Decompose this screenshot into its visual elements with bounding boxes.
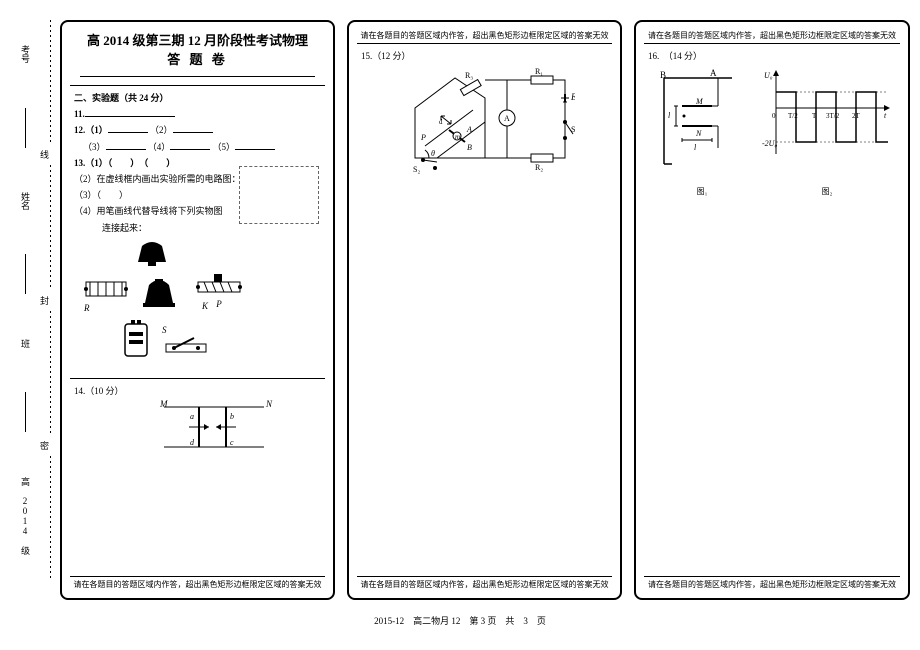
svg-text:U₀: U₀ <box>764 71 773 80</box>
column-2: 请在各题目的答题区域内作答，超出黑色矩形边框限定区域的答案无效 15.（12 分… <box>347 20 622 600</box>
meter-2-icon <box>139 275 179 309</box>
svg-text:P: P <box>420 133 426 142</box>
q16-fig2: U₀ -2U₀ t T/2 T 3T/2 2T 0 <box>762 68 892 200</box>
svg-text:2T: 2T <box>852 112 861 120</box>
warning-3a: 请在各题目的答题区域内作答，超出黑色矩形边框限定区域的答案无效 <box>644 30 900 44</box>
warning-2a: 请在各题目的答题区域内作答，超出黑色矩形边框限定区域的答案无效 <box>357 30 612 44</box>
page-footer: 2015-12 高二物月 12 第 3 页 共 3 页 <box>0 610 920 631</box>
class-label: 班 <box>19 337 32 350</box>
q16-heading: 16. （14 分） <box>648 48 896 64</box>
meter-1-icon <box>134 240 170 268</box>
rails-diagram-icon: M N a b d c <box>154 399 274 459</box>
svg-text:A: A <box>504 114 510 123</box>
q15-heading: 15.（12 分） <box>361 48 608 64</box>
svg-text:A: A <box>466 125 472 134</box>
section-ii-heading: 二、实验题（共 24 分） <box>74 90 321 106</box>
page-container: 高 2014 级第三期 12 月阶段性考试物理 答 题 卷 二、实验题（共 24… <box>0 0 920 610</box>
apparatus-figure: R P K S <box>84 240 321 370</box>
svg-text:R₂: R₂ <box>535 163 543 172</box>
svg-text:E: E <box>570 92 575 102</box>
title-rule <box>80 76 315 77</box>
svg-text:m: m <box>455 133 460 141</box>
warning-3b: 请在各题目的答题区域内作答，超出黑色矩形边框限定区域的答案无效 <box>644 576 900 590</box>
fig2-caption: 图₂ <box>762 185 892 199</box>
svg-text:A: A <box>710 68 717 78</box>
q15-circuit: R₁ E S₁ R₂ A <box>395 68 575 178</box>
svg-text:-2U₀: -2U₀ <box>762 139 777 148</box>
svg-text:N: N <box>265 399 273 409</box>
svg-text:0: 0 <box>772 112 776 120</box>
title-sub: 答 题 卷 <box>70 49 325 68</box>
circuit-diagram-icon: R₁ E S₁ R₂ A <box>395 68 575 178</box>
binding-column: 考号 姓名 班 高 2014 级 线 封 密 <box>15 20 55 580</box>
switch-icon: S <box>164 332 208 354</box>
svg-text:B: B <box>467 143 472 152</box>
svg-text:θ: θ <box>431 149 435 158</box>
svg-text:b: b <box>230 412 234 421</box>
svg-text:S₁: S₁ <box>571 125 575 134</box>
q14-figure: M N a b d c <box>154 399 274 459</box>
svg-text:N: N <box>695 129 702 138</box>
svg-text:B: B <box>660 70 666 80</box>
svg-text:c: c <box>230 438 234 447</box>
svg-text:a: a <box>190 412 194 421</box>
warning-1: 请在各题目的答题区域内作答，超出黑色矩形边框限定区域的答案无效 <box>70 576 325 590</box>
svg-text:d: d <box>439 118 443 126</box>
seal-label: 密 <box>38 439 51 452</box>
svg-text:d: d <box>190 438 195 447</box>
name-label: 姓名 <box>19 190 32 212</box>
warning-2b: 请在各题目的答题区域内作答，超出黑色矩形边框限定区域的答案无效 <box>357 576 612 590</box>
column-1: 高 2014 级第三期 12 月阶段性考试物理 答 题 卷 二、实验题（共 24… <box>60 20 335 600</box>
battery-icon <box>119 318 153 362</box>
exam-no-label: 考号 <box>19 43 32 65</box>
line-label: 线 <box>38 148 51 161</box>
svg-text:M: M <box>159 399 168 409</box>
fold-label: 封 <box>38 294 51 307</box>
waveform-graph-icon: U₀ -2U₀ t T/2 T 3T/2 2T 0 <box>762 68 892 178</box>
q12: 12.（1） （2） （3） （4） （5） <box>74 122 321 154</box>
svg-text:R₃: R₃ <box>465 71 473 80</box>
section-ii: 二、实验题（共 24 分） 11. 12.（1） （2） （3） （4） （5）… <box>70 90 325 459</box>
capacitor-diagram-icon: B A M N l <box>652 68 752 178</box>
class-prefix: 高 2014 级 <box>19 475 32 557</box>
resistor-box-icon: R <box>84 276 128 316</box>
fig1-caption: 图₁ <box>652 185 752 199</box>
svg-text:M: M <box>695 97 704 106</box>
q11: 11. <box>74 106 321 122</box>
title-main: 高 2014 级第三期 12 月阶段性考试物理 <box>70 30 325 49</box>
label-K: K <box>202 298 208 314</box>
svg-text:T: T <box>812 112 817 120</box>
q16-fig1: B A M N l <box>652 68 752 200</box>
svg-text:l: l <box>668 111 671 120</box>
column-3: 请在各题目的答题区域内作答，超出黑色矩形边框限定区域的答案无效 16. （14 … <box>634 20 910 600</box>
svg-text:R₁: R₁ <box>535 68 543 76</box>
title-block: 高 2014 级第三期 12 月阶段性考试物理 答 题 卷 <box>70 30 325 68</box>
svg-text:S₂: S₂ <box>413 165 420 174</box>
svg-text:T/2: T/2 <box>788 112 798 120</box>
svg-text:3T/2: 3T/2 <box>826 112 840 120</box>
q16-figures: B A M N l <box>648 64 896 204</box>
q14-heading: 14.（10 分） <box>74 383 321 399</box>
svg-text:t: t <box>884 111 887 120</box>
svg-text:l: l <box>694 143 697 152</box>
circuit-sketch-box <box>239 166 319 224</box>
